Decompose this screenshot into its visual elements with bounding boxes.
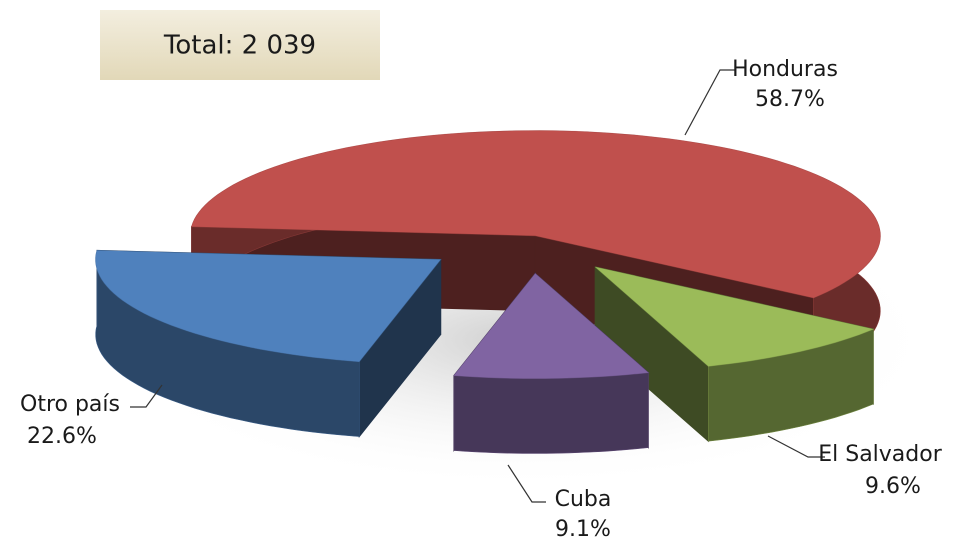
leader-line [684,69,735,136]
leader-line [767,435,825,458]
slice-wall [453,372,649,454]
category-label: Honduras [732,57,838,82]
category-label: Cuba [555,487,612,512]
value-label: 9.1% [555,517,611,541]
value-label: 22.6% [27,424,97,449]
leader-line [507,464,546,503]
total-box [100,10,380,80]
labels: Honduras 58.7% El Salvador 9.6% Cuba 9.1% Otro… [20,57,943,541]
slice-wall [708,328,874,442]
leader-line [130,384,163,408]
category-label: Otro país [20,392,120,417]
total-label: Total: 2 039 [163,31,316,61]
pie [95,130,881,454]
slice [594,266,875,367]
value-label: 9.6% [865,474,921,499]
value-label: 58.7% [755,87,825,112]
category-label: El Salvador [818,442,942,467]
slice [95,249,442,363]
slice [190,130,881,299]
slice [452,272,650,379]
